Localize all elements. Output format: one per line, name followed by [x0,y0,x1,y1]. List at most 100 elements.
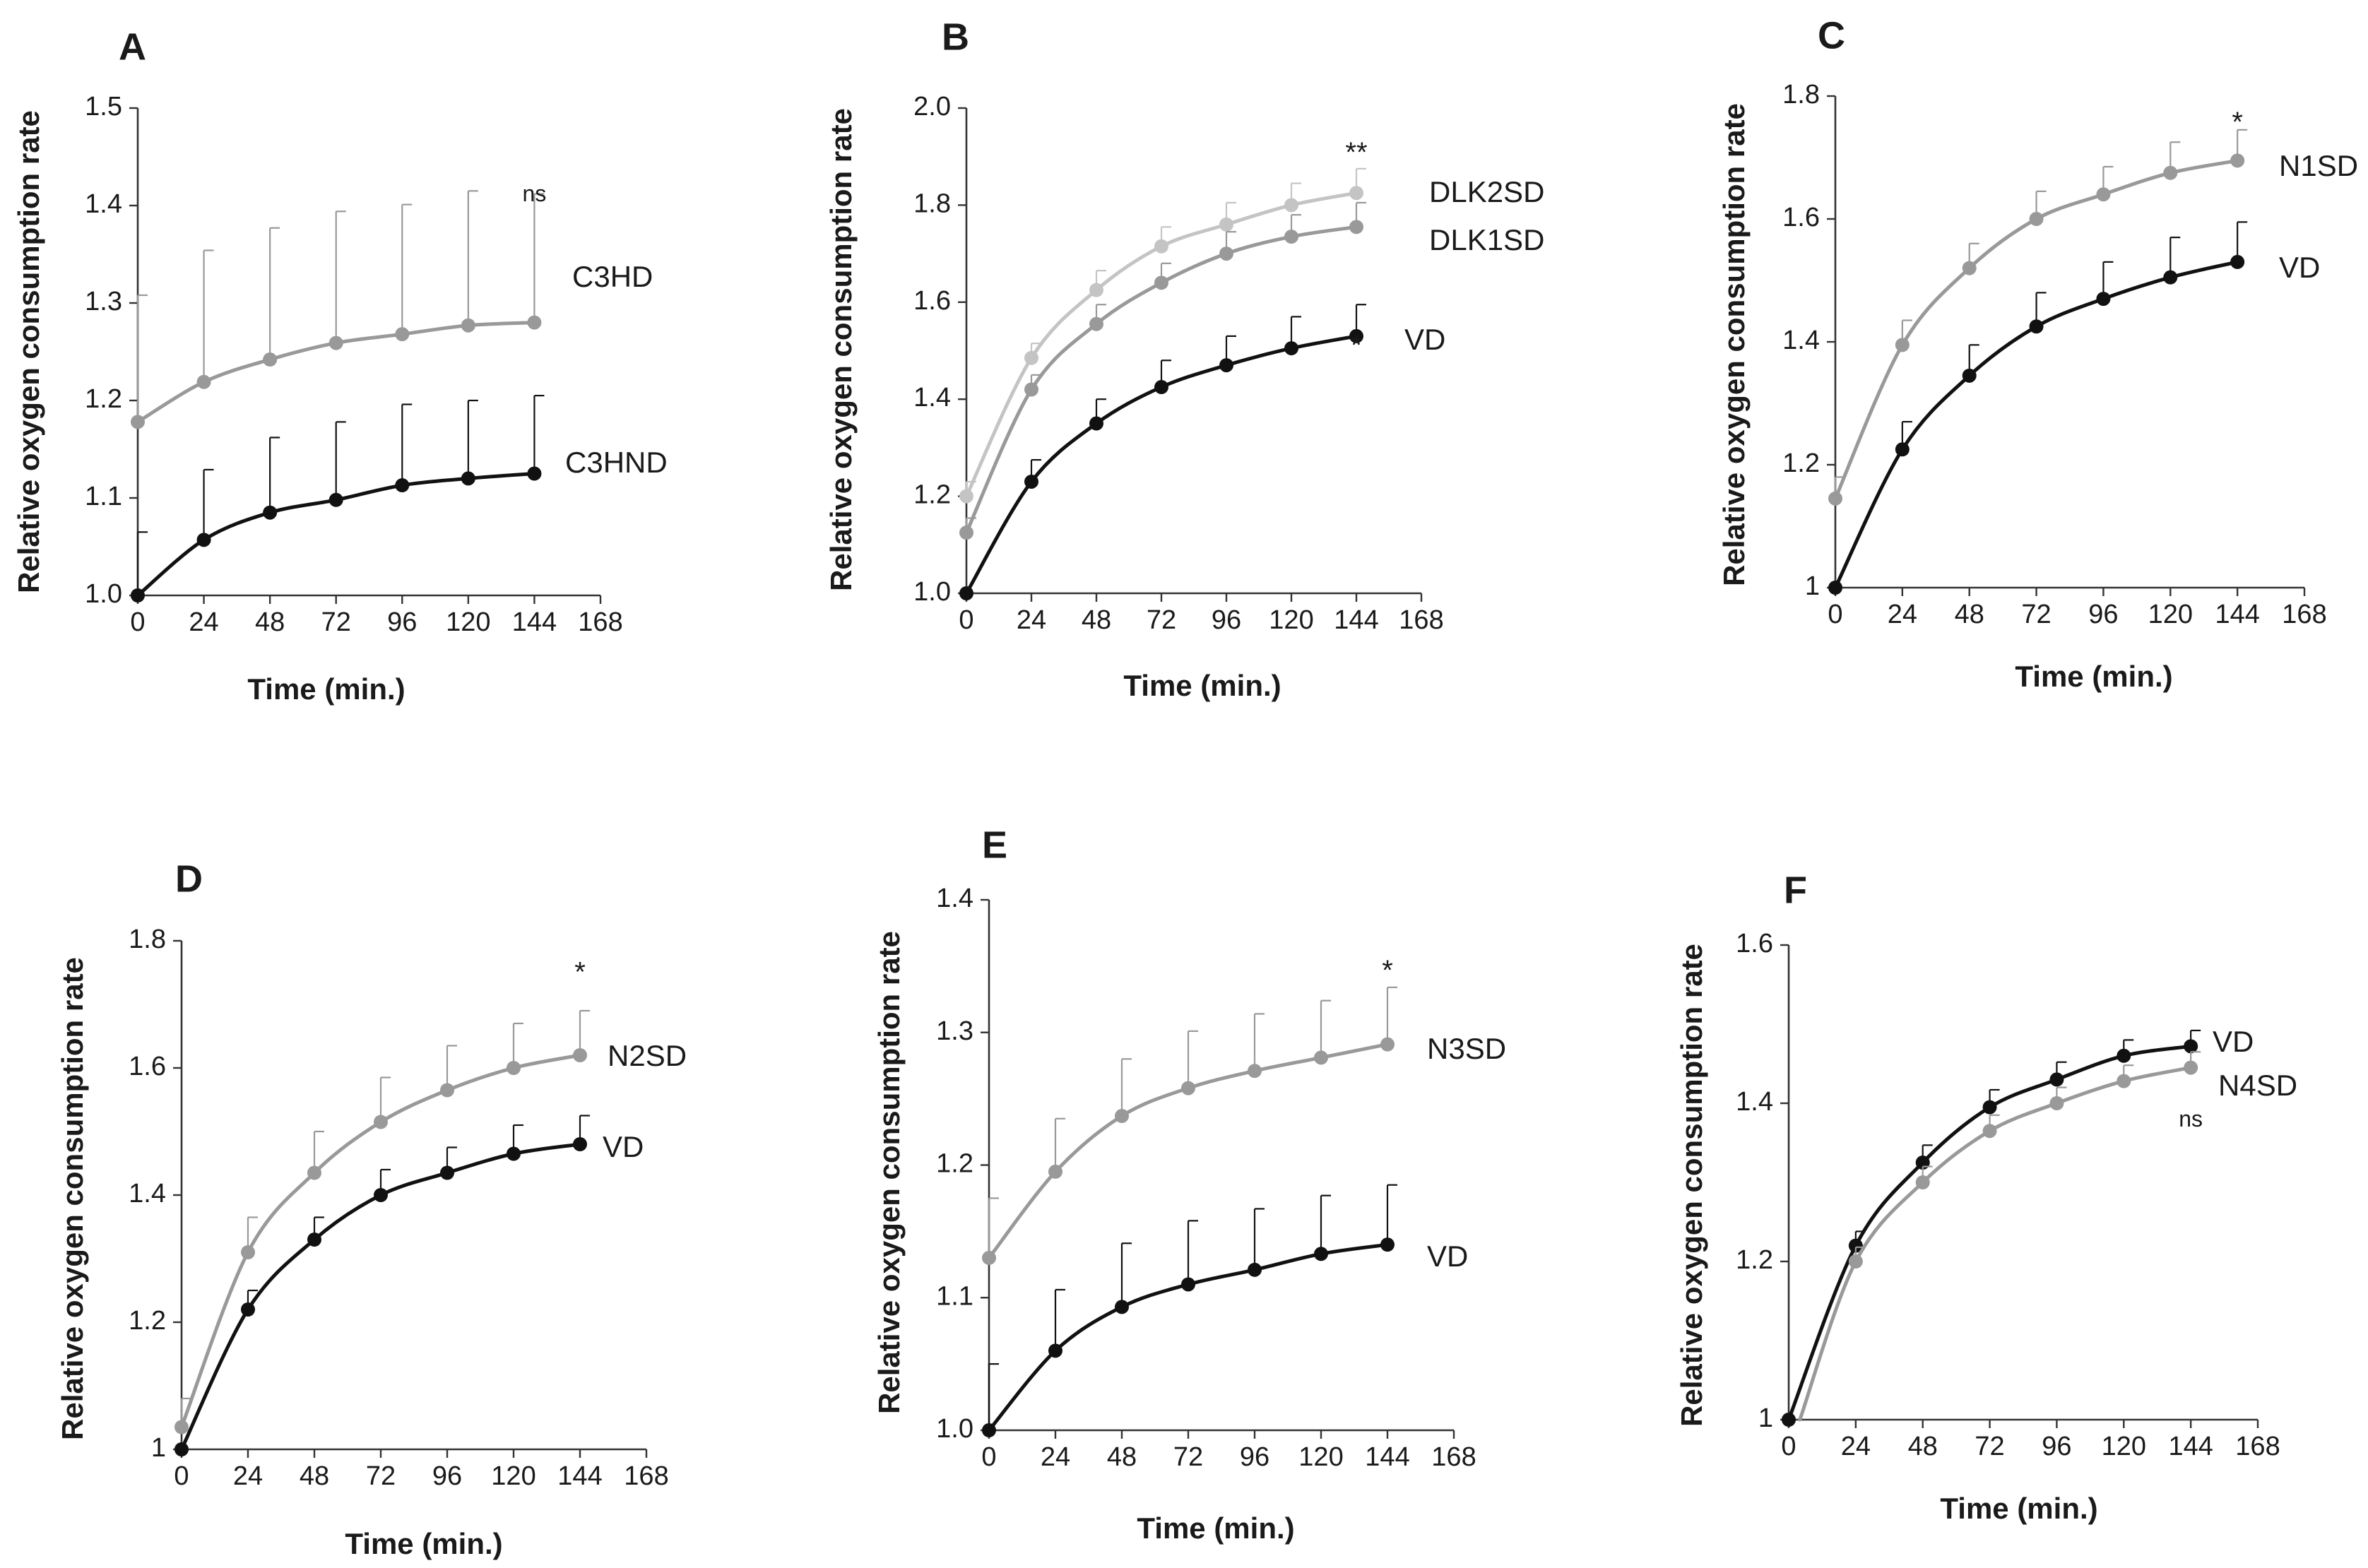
data-point [1349,220,1363,234]
data-point [959,489,973,504]
y-tick-label: 1.6 [1736,929,1773,958]
data-point [307,1165,321,1180]
data-point [461,471,475,486]
x-tick-label: 120 [1269,605,1313,635]
series-label-n2sd: N2SD [608,1039,687,1072]
data-point [507,1146,521,1161]
x-tick-label: 72 [1975,1432,2004,1461]
x-tick-label: 48 [1955,600,1984,629]
significance-label: * [2232,107,2243,138]
data-point [1248,1262,1262,1277]
x-tick-label: 48 [255,607,285,637]
data-point [1349,186,1363,201]
x-tick-label: 144 [1334,605,1378,635]
series-line [1787,1044,2193,1422]
y-tick-label: 1.4 [1736,1087,1773,1117]
data-point [2184,1060,2198,1075]
x-tick-label: 72 [321,607,351,637]
data-point [328,492,343,507]
x-tick-label: 0 [981,1442,996,1472]
x-tick-label: 168 [2235,1432,2280,1461]
y-axis-title: Relative oxygen consumption rate [824,108,858,591]
series-vd [174,1115,590,1456]
series-label-c3hd: C3HD [572,260,653,293]
data-point [1962,368,1977,383]
data-point [1284,341,1298,356]
y-tick-label: 1.0 [85,579,122,609]
x-tick-label: 144 [2215,600,2259,629]
y-tick-label: 1.2 [936,1149,973,1179]
data-point [959,586,973,600]
x-tick-label: 96 [432,1461,462,1491]
series-label-vd: VD [603,1130,644,1163]
x-tick-label: 96 [2042,1432,2071,1461]
y-tick-label: 1.4 [85,189,122,219]
x-tick-label: 72 [1147,605,1176,635]
data-point [1895,338,1910,352]
y-tick-label: 1.1 [936,1281,973,1311]
data-point [2096,187,2111,202]
x-tick-label: 120 [2102,1432,2146,1461]
data-point [1154,275,1168,290]
data-point [507,1061,521,1075]
series-dlk1sd [959,201,1366,540]
x-tick-label: 24 [189,607,218,637]
data-point [263,352,278,367]
y-tick-label: 1.4 [913,383,951,412]
y-tick-label: 1.2 [129,1306,166,1336]
data-point [2117,1074,2131,1088]
data-point [2117,1048,2131,1063]
series-vd [959,304,1366,600]
data-point [440,1083,454,1098]
x-axis-title: Time (min.) [1123,669,1281,702]
data-point [1089,316,1103,331]
data-point [1115,1300,1129,1314]
data-point [573,1137,587,1151]
chart-panel-a: A 1.0 1.1 1.2 1.3 1.4 1.5 0 24 48 72 96 120 144 168 Tim… [12,25,668,706]
series-vd [1828,221,2248,595]
x-axis-title: Time (min.) [247,672,405,706]
data-point [1181,1081,1195,1095]
x-tick-label: 0 [174,1461,189,1491]
x-tick-label: 120 [2148,600,2193,629]
data-point [2163,165,2178,180]
panel-letter: F [1784,869,1807,911]
y-tick-label: 1 [151,1433,166,1463]
x-tick-label: 72 [1173,1442,1203,1472]
data-point [1284,230,1298,244]
data-point [1380,1237,1395,1252]
data-point [1915,1175,1930,1189]
data-point [2230,153,2245,168]
x-tick-label: 96 [1212,605,1241,635]
data-point [2230,254,2245,269]
data-point [131,415,145,429]
x-tick-label: 144 [1365,1442,1409,1472]
data-point [461,318,475,333]
data-point [1048,1164,1062,1179]
x-tick-label: 168 [578,607,622,637]
data-point [374,1188,388,1202]
x-tick-label: 96 [2088,600,2118,629]
data-point [1024,350,1038,365]
significance-label: ** [1345,137,1367,168]
series-c3hnd [131,394,545,602]
data-point [131,588,145,602]
y-tick-label: 1.5 [85,92,122,121]
data-point [1048,1343,1062,1358]
y-tick-label: 1.1 [85,482,122,511]
y-tick-label: 1 [1758,1403,1773,1433]
chart-panel-c: C 1 1.2 1.4 1.6 1.8 0 24 48 72 96 120 144 168 Time (mi… [1717,14,2358,693]
y-tick-label: 1.6 [129,1052,166,1081]
series-label-c3hnd: C3HND [565,446,668,479]
y-tick-label: 1.0 [936,1414,973,1444]
x-tick-label: 0 [130,607,145,637]
x-tick-label: 168 [624,1461,668,1491]
data-point [241,1302,255,1317]
data-point [1982,1100,1997,1115]
x-tick-label: 168 [1431,1442,1476,1472]
y-axis-title: Relative oxygen consumption rate [12,110,45,593]
x-axis-title: Time (min.) [345,1527,502,1560]
significance-label: * [1382,955,1393,986]
y-tick-label: 1.8 [1782,80,1820,109]
